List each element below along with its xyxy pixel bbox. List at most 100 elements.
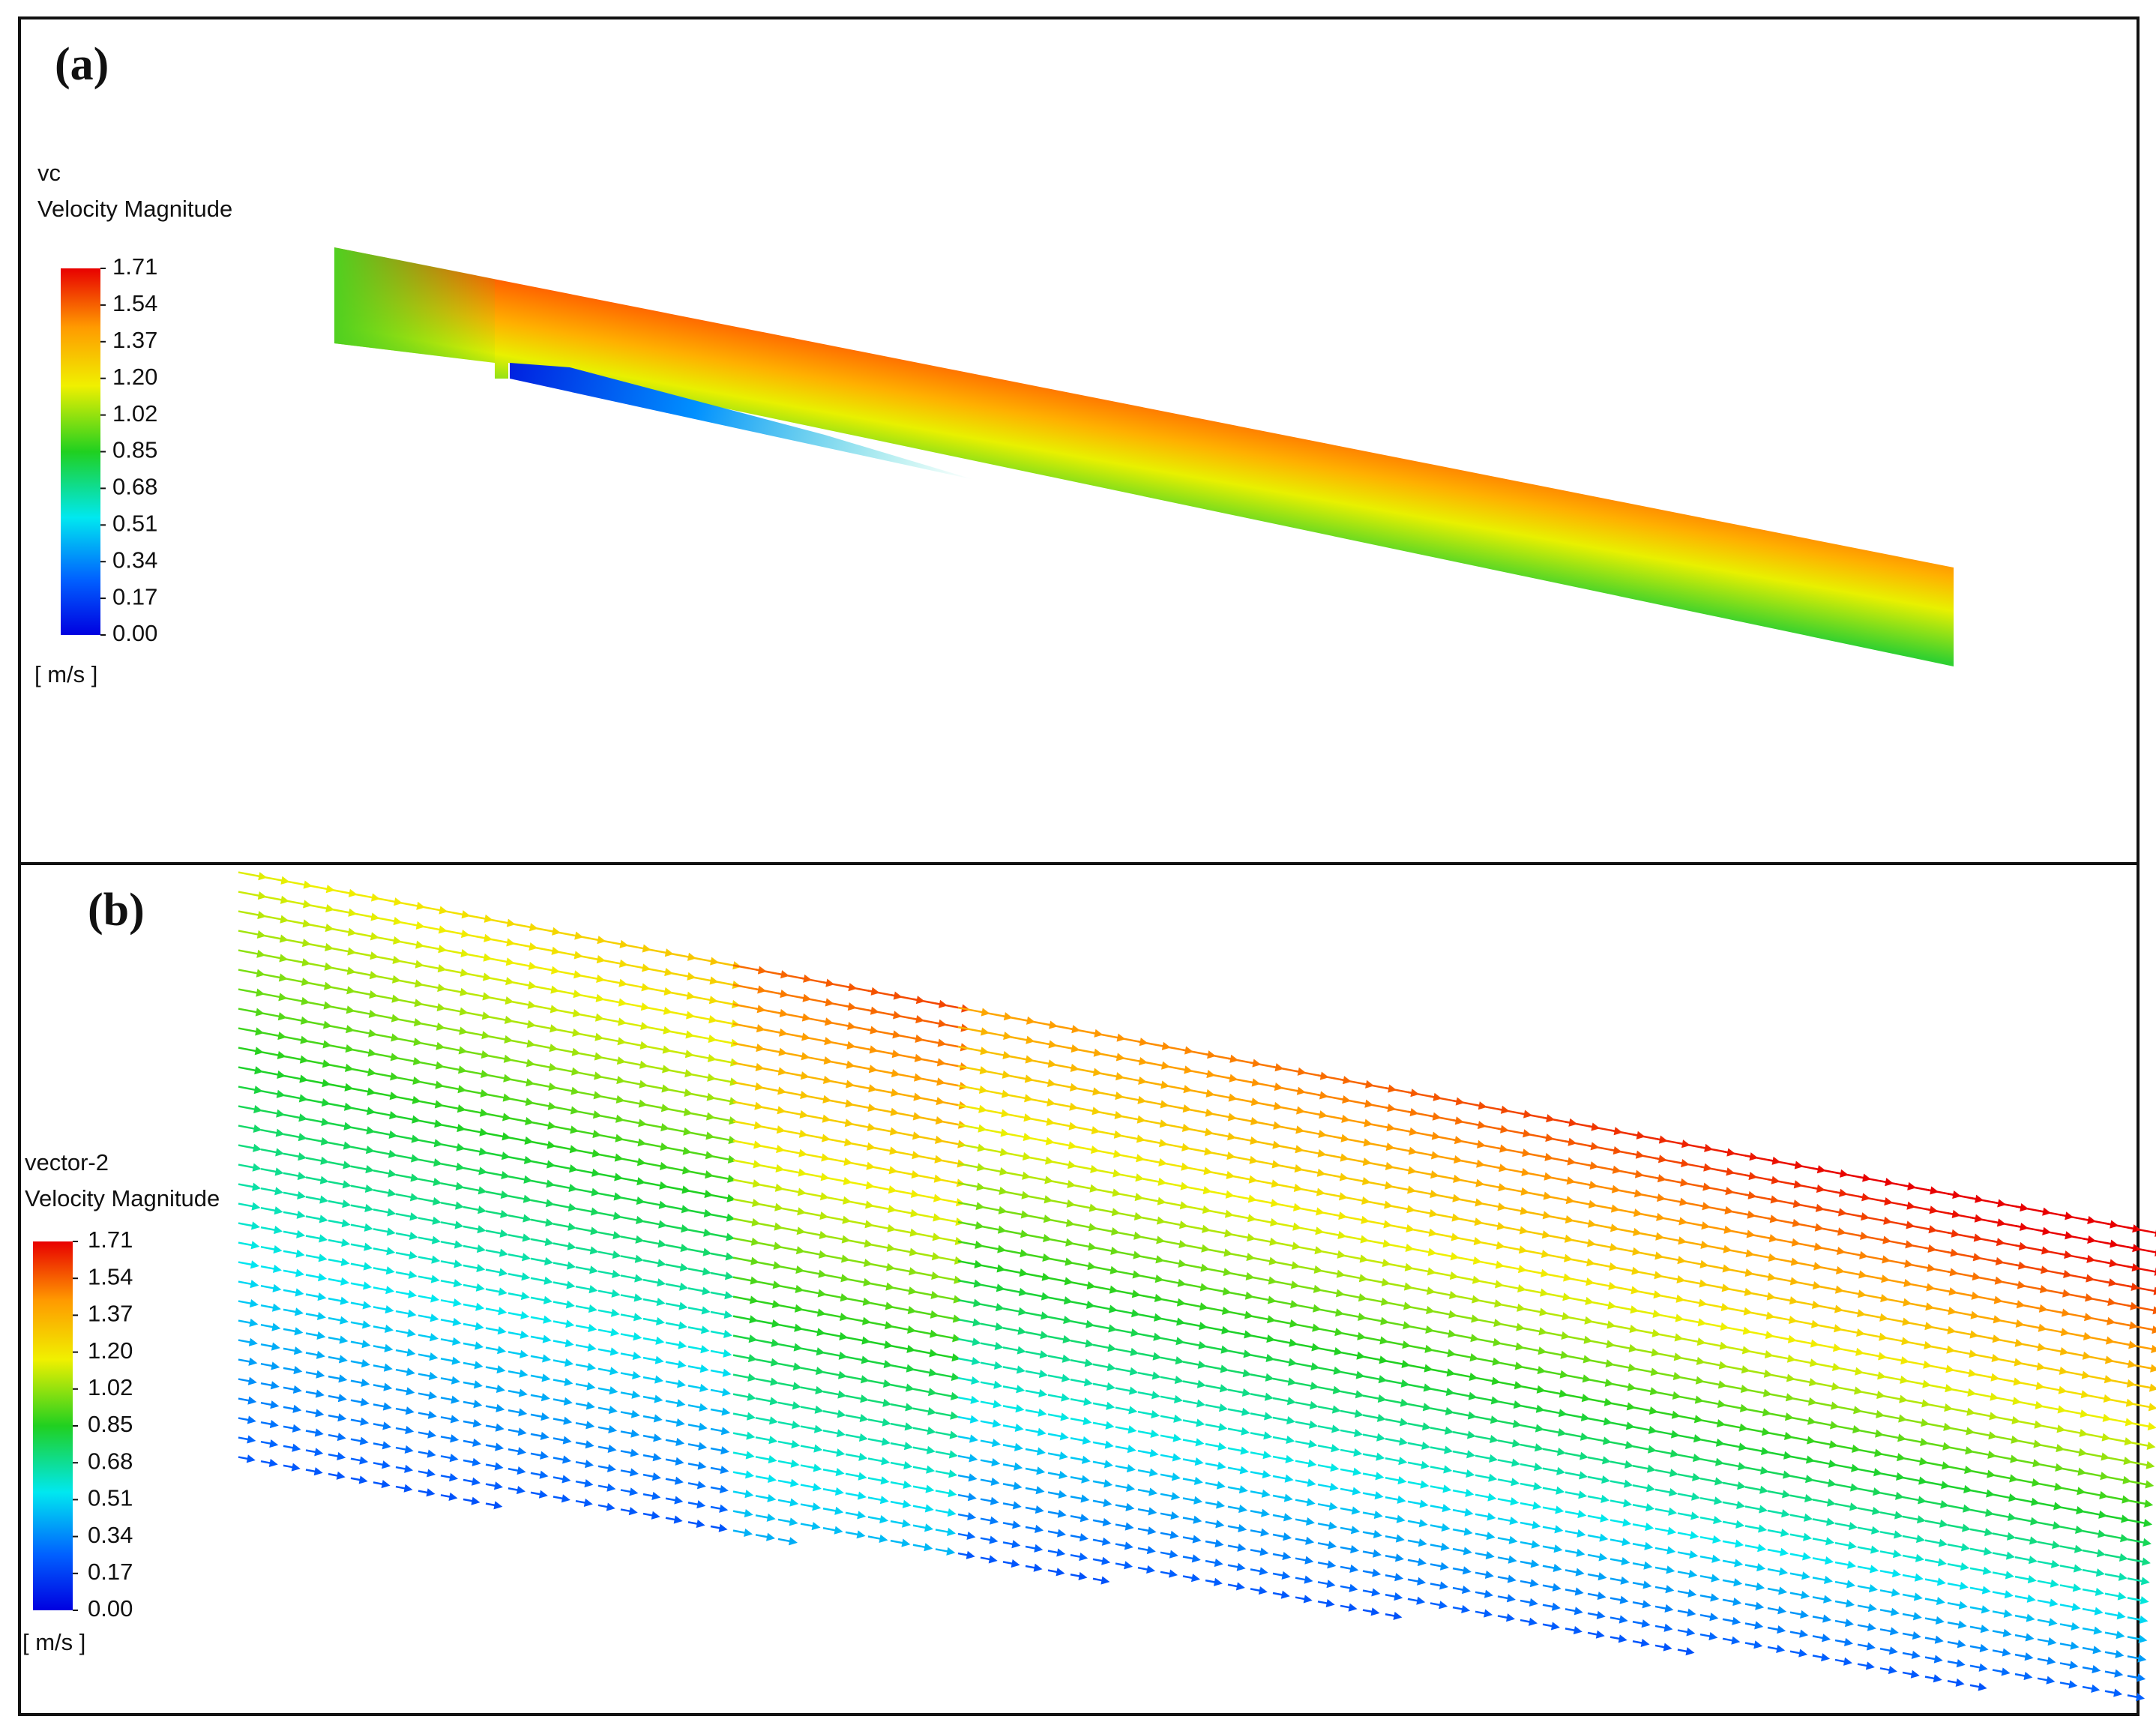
frame: [18, 16, 2140, 1716]
vector-arrow: [980, 1166, 1004, 1173]
vector-arrow: [1092, 1265, 1114, 1272]
vector-arrow: [2059, 1409, 2084, 1415]
vector-head: [473, 1400, 483, 1409]
vector-head: [834, 1506, 844, 1515]
vector-arrow: [2127, 1402, 2153, 1409]
vector-arrow: [1677, 1356, 1701, 1363]
vector-arrow: [822, 1234, 846, 1241]
vector-head: [324, 981, 334, 990]
vector-head: [1897, 1433, 1907, 1442]
vector-head: [1601, 1494, 1610, 1503]
vector-arrow: [687, 1248, 707, 1254]
vector-arrow: [1969, 1508, 1990, 1514]
vector-head: [702, 1267, 711, 1276]
vector-arrow: [755, 1222, 778, 1229]
vector-head: [607, 1463, 616, 1472]
vector-head: [571, 1067, 581, 1076]
vector-head: [1199, 1322, 1208, 1331]
vector-head: [677, 1379, 687, 1388]
vector-arrow: [1520, 1287, 1544, 1295]
vector-arrow: [620, 1002, 645, 1008]
vector-head: [1898, 1414, 1908, 1423]
vector-head: [1172, 1433, 1182, 1442]
vector-arrow: [328, 907, 352, 915]
vector-arrow: [1092, 1129, 1118, 1137]
vector-arrow: [845, 1355, 865, 1361]
vector-arrow: [1002, 1074, 1029, 1080]
vector-arrow: [283, 1133, 303, 1139]
vector-arrow: [822, 1059, 851, 1067]
vector-arrow: [1070, 1047, 1097, 1055]
vector-arrow: [665, 1166, 687, 1172]
vector-head: [792, 1382, 802, 1391]
vector-arrow: [530, 965, 555, 972]
vector-arrow: [508, 942, 533, 948]
vector-head: [1488, 1473, 1498, 1482]
vector-head: [1754, 1621, 1764, 1630]
vector-head: [340, 1277, 350, 1286]
vector-arrow: [1834, 1483, 1855, 1489]
vector-head: [1380, 1297, 1390, 1306]
vector-head: [591, 1187, 600, 1196]
vector-head: [503, 1074, 513, 1083]
vector-arrow: [1542, 1311, 1566, 1318]
vector-head: [993, 1400, 1002, 1409]
vector-head: [449, 1473, 459, 1482]
vector-head: [430, 1313, 439, 1322]
vector-head: [295, 1288, 304, 1297]
vector-arrow: [665, 1127, 687, 1134]
vector-arrow: [1182, 1244, 1205, 1250]
vector-head: [1669, 1487, 1678, 1497]
vector-head: [543, 1295, 552, 1304]
vector-head: [1800, 1610, 1810, 1619]
vector-arrow: [642, 1200, 663, 1207]
vector-head: [988, 1555, 998, 1564]
vector-head: [299, 1074, 309, 1083]
vector-head: [991, 1458, 1001, 1467]
vector-head: [1334, 1346, 1343, 1356]
vector-head: [682, 1146, 692, 1155]
vector-head: [1601, 1475, 1611, 1484]
vector-arrow: [1362, 1180, 1389, 1187]
vector-arrow: [1250, 1256, 1273, 1263]
vector-head: [2027, 1574, 2037, 1584]
vector-head: [1664, 1604, 1674, 1613]
vector-arrow: [1227, 1193, 1253, 1200]
vector-head: [701, 1306, 711, 1315]
vector-head: [792, 1401, 801, 1410]
vector-head: [1484, 1570, 1494, 1579]
vector-arrow: [1340, 1370, 1360, 1377]
vector-head: [1349, 1564, 1359, 1574]
vector-head: [270, 1400, 280, 1409]
vector-arrow: [485, 1132, 506, 1138]
vector-head: [1470, 1334, 1480, 1343]
vector-head: [1872, 1506, 1881, 1516]
vector-head: [1739, 1403, 1749, 1412]
colorbar-tick-label: 0.85: [88, 1411, 133, 1437]
vector-head: [952, 1314, 962, 1323]
vector-arrow: [1362, 1394, 1382, 1400]
vector-arrow: [1654, 1332, 1678, 1339]
vector-head: [1557, 1447, 1566, 1457]
vector-arrow: [597, 1114, 620, 1121]
vector-head: [2004, 1590, 2014, 1599]
vector-head: [1241, 1427, 1250, 1436]
vector-arrow: [552, 1067, 576, 1074]
vector-arrow: [710, 1252, 729, 1258]
vector-head: [292, 1385, 302, 1394]
vector-arrow: [1767, 1431, 1789, 1438]
vector-head: [1532, 1520, 1541, 1529]
vector-head: [1895, 1491, 1905, 1500]
vector-head: [570, 1086, 580, 1095]
vector-head: [584, 1478, 594, 1488]
vector-arrow: [1812, 1401, 1835, 1408]
vector-head: [1328, 1502, 1338, 1511]
vector-arrow: [552, 1223, 572, 1229]
vector-arrow: [1115, 1095, 1142, 1102]
vector-head: [1693, 1415, 1703, 1424]
vector-head: [1082, 1436, 1091, 1445]
vector-head: [2152, 1325, 2156, 1334]
vector-arrow: [867, 1321, 889, 1327]
vector-arrow: [1430, 1349, 1451, 1355]
vector-arrow: [1610, 1402, 1631, 1408]
